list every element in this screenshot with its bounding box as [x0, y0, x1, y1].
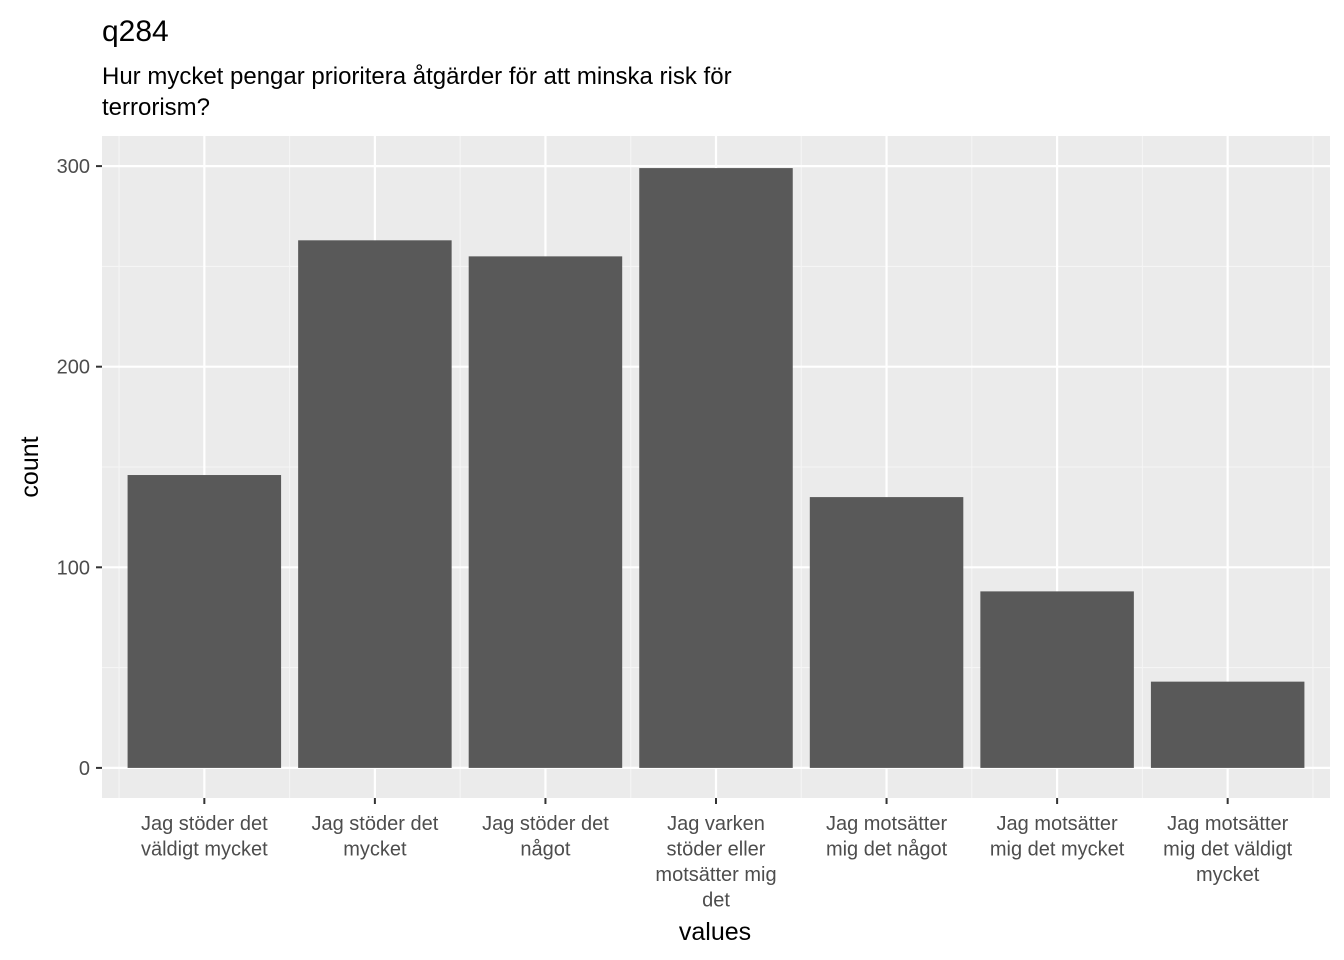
x-tick-label: Jag stöder det mycket	[312, 813, 439, 861]
bar	[1150, 681, 1305, 768]
y-axis-title: count	[16, 436, 44, 497]
x-tick-label: Jag stöder det något	[482, 813, 609, 861]
x-tick-label: Jag motsätter mig det mycket	[990, 813, 1125, 861]
x-axis: Jag stöder det väldigt mycket Jag stöder d…	[141, 798, 1293, 912]
x-tick-label: Jag motsätter mig det något	[826, 813, 948, 861]
bar	[980, 591, 1134, 768]
y-axis: 0 100 200 300	[57, 156, 102, 780]
bar	[809, 497, 964, 768]
bar	[639, 168, 793, 768]
bar	[298, 240, 452, 768]
y-tick-label: 100	[57, 557, 90, 579]
x-axis-title: values	[679, 918, 751, 946]
y-tick-label: 0	[79, 758, 90, 780]
y-tick-label: 200	[57, 357, 90, 379]
chart-subtitle-line-2: terrorism?	[102, 94, 210, 121]
bars	[127, 168, 1305, 768]
x-tick-label: Jag stöder det väldigt mycket	[141, 813, 268, 861]
chart-subtitle-line-1: Hur mycket pengar prioritera åtgärder fö…	[102, 63, 732, 90]
x-tick-label: Jag motsätter mig det väldigt mycket	[1163, 813, 1292, 886]
bar	[127, 475, 282, 768]
x-tick-label: Jag varken stöder eller motsätter mig det	[655, 813, 776, 912]
bar	[468, 256, 623, 768]
chart-title: q284	[102, 15, 169, 48]
y-tick-label: 300	[57, 156, 90, 178]
